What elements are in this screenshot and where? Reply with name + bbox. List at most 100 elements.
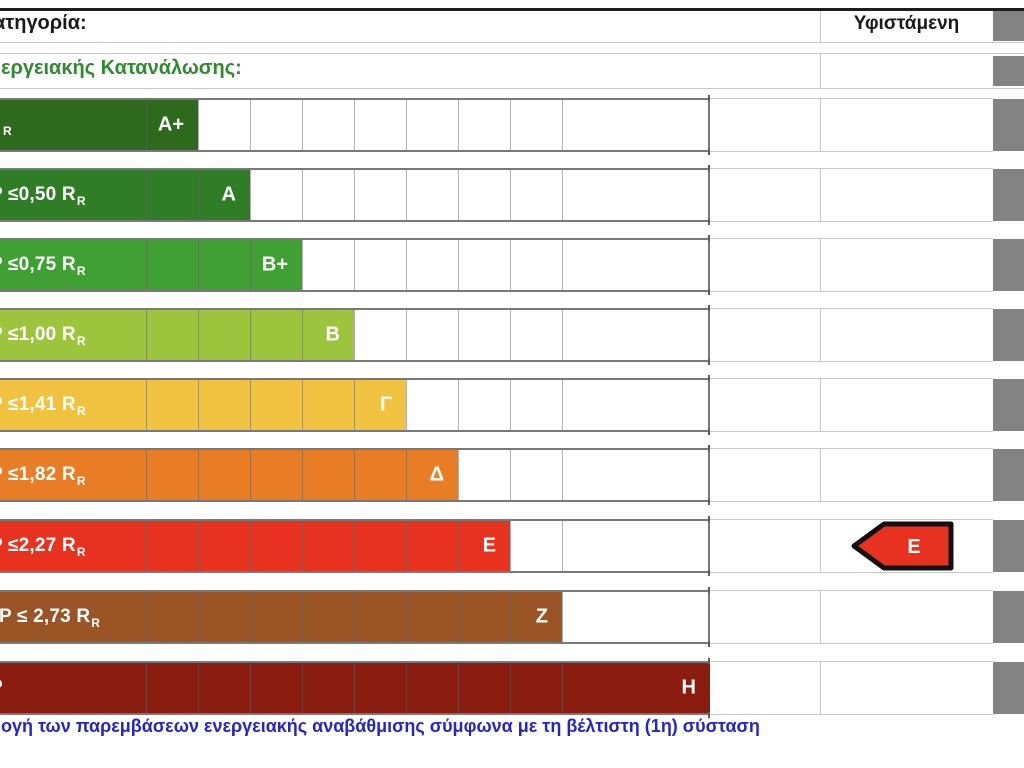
grid-divider <box>458 310 459 360</box>
border-tick <box>708 219 710 225</box>
grid-divider <box>510 310 511 360</box>
grade-bar-e <box>0 521 510 571</box>
gray-block <box>993 56 1024 86</box>
grade-letter: A+ <box>0 100 184 150</box>
existing-column-divider <box>820 238 821 292</box>
threshold-subscript: R <box>91 616 101 630</box>
grid-divider <box>198 240 199 290</box>
grid-divider <box>406 450 407 500</box>
row-bottom-line <box>710 361 993 362</box>
grade-scale-cells: P ≤1,00 RR B <box>0 308 710 362</box>
header-column-divider <box>820 11 821 42</box>
rating-row-h: PH <box>0 658 1024 718</box>
grid-divider <box>354 663 355 713</box>
grade-bar-b-plus <box>0 240 302 290</box>
threshold-text: P ≤ 2,73 R <box>0 606 91 627</box>
threshold-subscript: R <box>3 124 12 138</box>
grid-divider <box>354 521 355 571</box>
grid-divider <box>198 663 199 713</box>
grid-divider <box>406 521 407 571</box>
grade-letter: Γ <box>0 380 392 430</box>
grade-scale-cells: P ≤1,41 RR Γ <box>0 378 710 432</box>
grid-divider <box>510 663 511 713</box>
grade-letter: B+ <box>0 240 288 290</box>
grid-divider <box>198 380 199 430</box>
grid-divider <box>146 100 147 150</box>
grade-letter-text: H <box>681 676 696 699</box>
threshold-label: P <box>0 663 3 713</box>
grade-letter: H <box>0 663 696 713</box>
border-tick <box>708 712 710 718</box>
grid-divider <box>510 450 511 500</box>
row-bottom-line <box>710 291 993 292</box>
grid-divider <box>458 663 459 713</box>
border-tick <box>708 235 710 241</box>
border-tick <box>708 445 710 451</box>
gray-block <box>993 591 1024 643</box>
grid-divider <box>510 240 511 290</box>
grid-divider <box>562 592 563 642</box>
border-tick <box>708 95 710 101</box>
threshold-text: P ≤0,50 R <box>0 184 76 205</box>
grid-divider <box>146 521 147 571</box>
threshold-label: P ≤0,75 RR <box>0 240 86 290</box>
grid-divider <box>406 663 407 713</box>
grade-scale-cells: P ≤1,82 RR Δ <box>0 448 710 502</box>
threshold-label: P ≤2,27 RR <box>0 521 86 571</box>
grade-letter-text: Z <box>535 605 548 628</box>
threshold-text: P <box>0 677 3 699</box>
threshold-label: P ≤0,50 RR <box>0 170 86 220</box>
rating-row-γ: P ≤1,41 RR Γ <box>0 375 1024 435</box>
grid-divider <box>146 380 147 430</box>
grid-divider <box>146 310 147 360</box>
grade-scale-cells: PH <box>0 661 710 715</box>
grid-divider <box>302 521 303 571</box>
grid-divider <box>146 170 147 220</box>
grid-divider <box>354 240 355 290</box>
grade-bar-a <box>0 170 250 220</box>
gray-block <box>993 449 1024 501</box>
rating-row-a-plus: R A+ <box>0 95 1024 155</box>
grid-divider <box>198 521 199 571</box>
grid-divider <box>510 100 511 150</box>
grid-divider <box>562 380 563 430</box>
grade-bar-γ <box>0 380 406 430</box>
existing-column-divider <box>820 590 821 644</box>
threshold-text: P ≤1,82 R <box>0 464 76 485</box>
threshold-subscript: R <box>76 404 86 418</box>
border-tick <box>708 641 710 647</box>
grid-divider <box>354 100 355 150</box>
border-tick <box>708 429 710 435</box>
grid-divider <box>562 663 563 713</box>
row-top-line <box>710 238 993 239</box>
gray-block <box>993 662 1024 714</box>
grade-scale-cells: P ≤0,50 RR A <box>0 168 710 222</box>
top-border-line <box>0 8 1024 11</box>
consumption-label: εργειακής Κατανάλωσης: <box>1 57 242 79</box>
grid-divider <box>458 170 459 220</box>
grade-letter-text: Δ <box>429 463 444 486</box>
border-tick <box>708 516 710 522</box>
grade-scale-cells: P ≤2,27 RR E <box>0 519 710 573</box>
gray-block <box>993 520 1024 572</box>
grid-divider <box>458 592 459 642</box>
border-tick <box>708 305 710 311</box>
gray-block <box>993 379 1024 431</box>
border-tick <box>708 165 710 171</box>
threshold-subscript: R <box>76 545 86 559</box>
grid-divider <box>146 592 147 642</box>
border-tick <box>708 359 710 365</box>
grid-divider <box>302 380 303 430</box>
row-top-line <box>710 378 993 379</box>
grid-divider <box>458 380 459 430</box>
existing-column-divider <box>820 448 821 502</box>
grid-divider <box>406 240 407 290</box>
border-tick <box>708 289 710 295</box>
grid-divider <box>510 592 511 642</box>
rating-row-δ: P ≤1,82 RR Δ <box>0 445 1024 505</box>
grid-divider <box>302 450 303 500</box>
border-tick <box>708 499 710 505</box>
grid-divider <box>562 310 563 360</box>
